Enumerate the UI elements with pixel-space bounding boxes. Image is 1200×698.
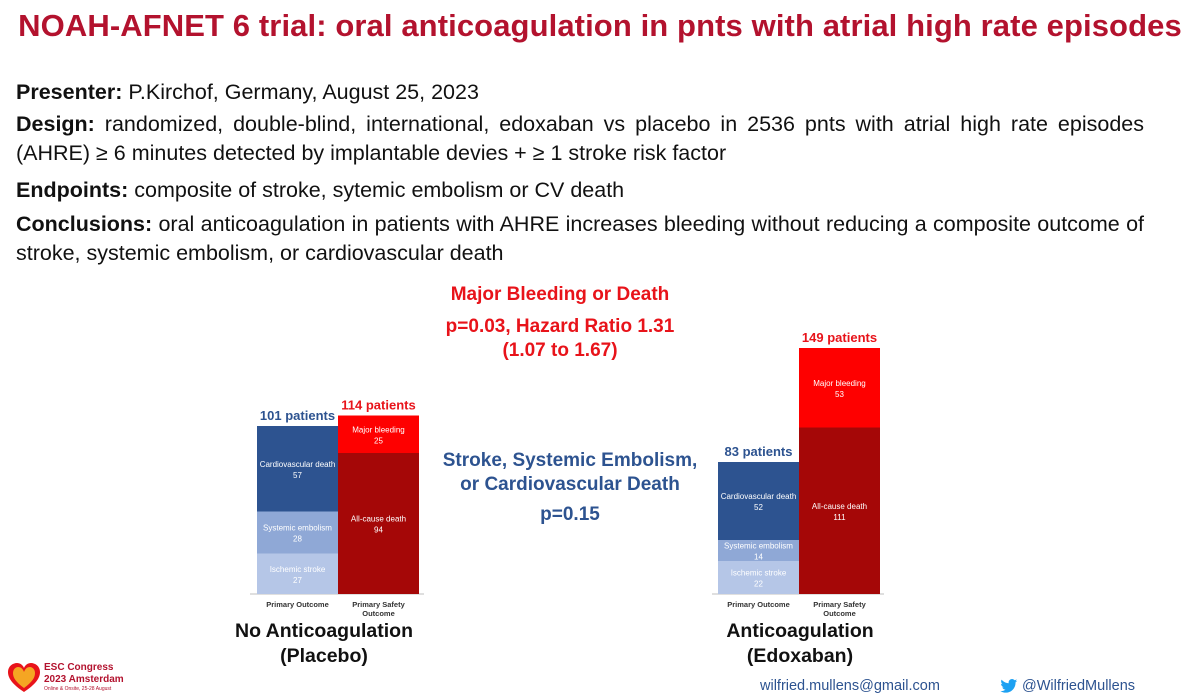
endpoints-text: composite of stroke, sytemic embolism or… (128, 178, 625, 202)
stroke-annotation-title-2: or Cardiovascular Death (460, 474, 680, 495)
segment-label: Ischemic stroke (731, 569, 787, 578)
bar-segment-systemic-embolism (257, 511, 338, 554)
presenter-line: Presenter: P.Kirchof, Germany, August 25… (16, 78, 1144, 107)
category-label: Primary Outcome (266, 600, 329, 609)
design-label: Design: (16, 112, 95, 136)
bar-segment-ischemic-stroke (718, 561, 799, 594)
twitter-handle: @WilfriedMullens (1022, 678, 1136, 694)
segment-label: All-cause death (812, 502, 867, 511)
placebo-group-label: No Anticoagulation (234, 620, 413, 642)
segment-value: 57 (293, 471, 302, 480)
edoxaban-group-label: Anticoagulation (726, 620, 874, 642)
presenter-label: Presenter: (16, 80, 123, 104)
bar-total-label: 149 patients (802, 330, 877, 345)
logo-line-2: 2023 Amsterdam (44, 674, 124, 685)
bar-total-label: 114 patients (341, 398, 415, 413)
segment-label: Cardiovascular death (721, 492, 797, 501)
bleeding-annotation-ci: (1.07 to 1.67) (502, 340, 618, 361)
segment-value: 52 (754, 503, 763, 512)
bar-segment-major-bleeding (799, 348, 880, 428)
endpoints-line: Endpoints: composite of stroke, sytemic … (16, 176, 1144, 205)
bar-segment-all-cause-death (338, 453, 419, 594)
placebo-group-sublabel: (Placebo) (280, 645, 368, 667)
bleeding-annotation-title: Major Bleeding or Death (450, 284, 670, 305)
twitter-bird-icon (1000, 679, 1018, 693)
segment-value: 27 (293, 576, 302, 585)
category-label: Primary Safety (352, 600, 405, 609)
conclusions-text: oral anticoagulation in patients with AH… (16, 212, 1144, 265)
segment-value: 94 (374, 526, 383, 535)
segment-label: Systemic embolism (263, 524, 332, 533)
bar-total-label: 101 patients (260, 408, 335, 423)
segment-value: 25 (374, 436, 383, 445)
segment-label: All-cause death (351, 515, 406, 524)
esc-logo-icon (8, 663, 40, 692)
bar-segment-cardiovascular-death (718, 462, 799, 540)
edoxaban-group-sublabel: (Edoxaban) (746, 645, 854, 667)
bar-segment-major-bleeding (338, 415, 419, 453)
endpoints-label: Endpoints: (16, 178, 129, 202)
segment-label: Cardiovascular death (260, 460, 336, 469)
slide-title: NOAH-AFNET 6 trial: oral anticoagulation… (18, 8, 1182, 43)
bar-segment-cardiovascular-death (257, 426, 338, 512)
segment-value: 14 (754, 553, 763, 562)
category-label: Primary Outcome (727, 600, 790, 609)
logo-line-3: Online & Onsite, 25-28 August (44, 686, 112, 692)
category-label: Outcome (823, 609, 856, 618)
design-line: Design: randomized, double-blind, intern… (16, 110, 1144, 168)
email-text: wilfried.mullens@gmail.com (760, 678, 940, 694)
bar-segment-all-cause-death (799, 427, 880, 594)
segment-value: 22 (754, 580, 763, 589)
segment-value: 111 (833, 513, 846, 522)
conclusions-label: Conclusions: (16, 212, 153, 236)
design-text: randomized, double-blind, international,… (16, 112, 1144, 165)
segment-label: Major bleeding (813, 379, 865, 388)
category-label: Outcome (362, 609, 395, 618)
logo-line-1: ESC Congress (44, 662, 114, 673)
segment-label: Major bleeding (352, 425, 404, 434)
segment-value: 53 (835, 390, 844, 399)
bar-segment-ischemic-stroke (257, 553, 338, 594)
stroke-annotation-title-1: Stroke, Systemic Embolism, (442, 450, 698, 471)
segment-value: 28 (293, 535, 302, 544)
segment-label: Ischemic stroke (270, 565, 326, 574)
bleeding-annotation-p: p=0.03, Hazard Ratio 1.31 (445, 316, 675, 337)
segment-label: Systemic embolism (724, 542, 793, 551)
bar-total-label: 83 patients (725, 444, 793, 459)
stroke-annotation-p: p=0.15 (540, 504, 600, 525)
category-label: Primary Safety (813, 600, 866, 609)
bar-segment-systemic-embolism (718, 540, 799, 561)
presenter-text: P.Kirchof, Germany, August 25, 2023 (122, 80, 479, 104)
conclusions-line: Conclusions: oral anticoagulation in pat… (16, 210, 1144, 268)
